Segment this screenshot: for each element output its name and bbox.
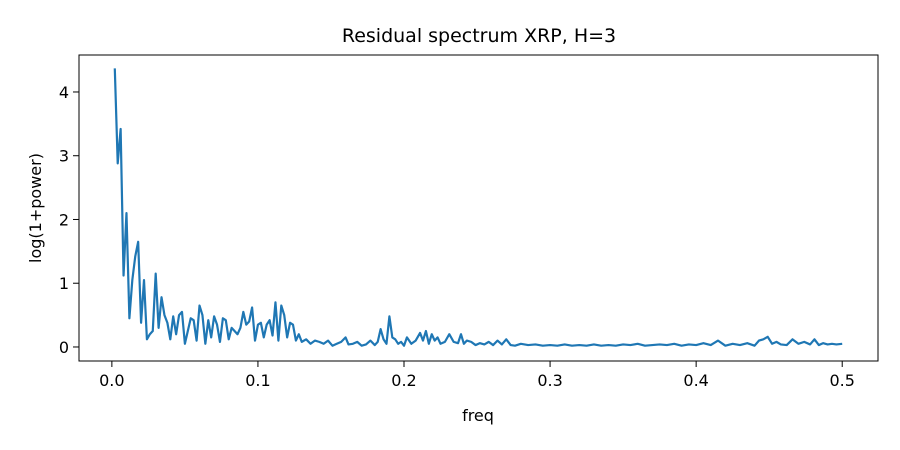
x-tick-label: 0.0 xyxy=(99,371,124,390)
chart-title: Residual spectrum XRP, H=3 xyxy=(342,25,616,47)
x-tick-label: 0.1 xyxy=(245,371,270,390)
y-tick-label: 2 xyxy=(59,210,69,229)
series-line-0 xyxy=(113,68,843,347)
x-tick-label: 0.3 xyxy=(537,371,562,390)
x-tick-label: 0.2 xyxy=(391,371,416,390)
axes-frame xyxy=(78,54,879,362)
y-tick-label: 1 xyxy=(59,274,69,293)
y-tick-label: 4 xyxy=(59,83,69,102)
y-axis: 0 1 2 3 4 xyxy=(59,83,79,357)
y-tick-label: 3 xyxy=(59,147,69,166)
y-tick-label: 0 xyxy=(59,338,69,357)
x-tick-label: 0.4 xyxy=(683,371,708,390)
x-tick-label: 0.5 xyxy=(829,371,854,390)
plot-area xyxy=(113,68,843,347)
x-axis-label: freq xyxy=(462,406,494,425)
x-axis: 0.0 0.1 0.2 0.3 0.4 0.5 xyxy=(99,361,855,390)
y-axis-label: log(1+power) xyxy=(26,153,45,263)
